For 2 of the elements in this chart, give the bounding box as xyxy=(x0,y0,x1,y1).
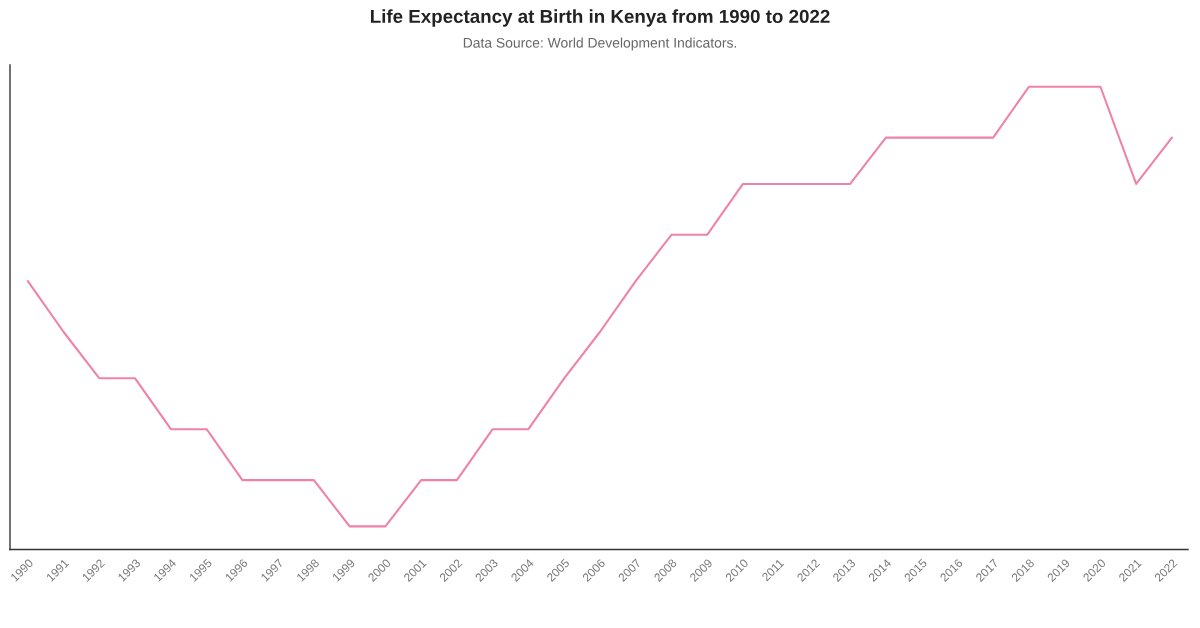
chart-subtitle: Data Source: World Development Indicators. xyxy=(463,37,737,51)
chart-title: Life Expectancy at Birth in Kenya from 1990 to 2022 xyxy=(370,9,830,27)
